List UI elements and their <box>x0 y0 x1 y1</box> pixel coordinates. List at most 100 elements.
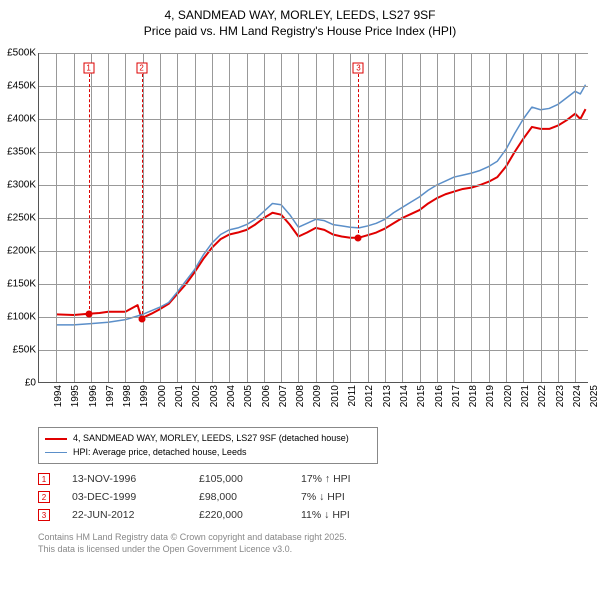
gridline-v <box>575 53 576 382</box>
x-tick-label: 1995 <box>70 385 81 407</box>
legend-swatch <box>45 438 67 440</box>
gridline-v <box>489 53 490 382</box>
sale-dot <box>85 310 92 317</box>
x-tick-label: 2024 <box>572 385 583 407</box>
y-tick-label: £300K <box>7 180 36 191</box>
sale-price: £220,000 <box>199 509 279 521</box>
gridline-v <box>195 53 196 382</box>
gridline-v <box>420 53 421 382</box>
gridline-v <box>143 53 144 382</box>
x-tick-label: 1998 <box>122 385 133 407</box>
footnote-line-2: This data is licensed under the Open Gov… <box>38 544 600 556</box>
sale-dashed-line <box>89 74 90 314</box>
sales-row: 2 03-DEC-1999 £98,000 7% ↓ HPI <box>38 488 600 506</box>
x-tick-label: 2013 <box>382 385 393 407</box>
gridline-v <box>91 53 92 382</box>
sale-marker-inline: 2 <box>38 491 50 503</box>
y-tick-label: £100K <box>7 312 36 323</box>
sales-row: 113-NOV-1996£105,00017% ↑ HPI <box>38 470 600 488</box>
x-tick-label: 2017 <box>451 385 462 407</box>
sale-dot <box>355 234 362 241</box>
y-tick-label: £150K <box>7 279 36 290</box>
x-tick-label: 2004 <box>226 385 237 407</box>
sale-marker: 3 <box>353 63 364 74</box>
x-tick-label: 2015 <box>416 385 427 407</box>
x-tick-label: 1997 <box>105 385 116 407</box>
sale-price: £105,000 <box>199 473 279 485</box>
sale-hpi: 17% ↑ HPI <box>301 473 386 485</box>
gridline-v <box>212 53 213 382</box>
gridline-v <box>454 53 455 382</box>
x-tick-label: 2021 <box>520 385 531 407</box>
x-tick-label: 2019 <box>486 385 497 407</box>
gridline-v <box>385 53 386 382</box>
title-line-1: 4, SANDMEAD WAY, MORLEY, LEEDS, LS27 9SF <box>10 8 590 24</box>
x-tick-label: 2023 <box>555 385 566 407</box>
y-tick-label: £450K <box>7 81 36 92</box>
legend-label: HPI: Average price, detached house, Leed… <box>73 446 246 460</box>
title-line-2: Price paid vs. HM Land Registry's House … <box>10 24 590 40</box>
gridline-v <box>350 53 351 382</box>
legend-row: HPI: Average price, detached house, Leed… <box>45 446 371 460</box>
y-tick-label: £0 <box>25 378 36 389</box>
gridline-v <box>281 53 282 382</box>
gridline-v <box>264 53 265 382</box>
gridline-v <box>160 53 161 382</box>
gridline-v <box>506 53 507 382</box>
x-tick-label: 2010 <box>330 385 341 407</box>
gridline-v <box>247 53 248 382</box>
x-tick-label: 1999 <box>140 385 151 407</box>
gridline-v <box>402 53 403 382</box>
x-tick-label: 2022 <box>537 385 548 407</box>
legend-row: 4, SANDMEAD WAY, MORLEY, LEEDS, LS27 9SF… <box>45 432 371 446</box>
sale-date: 03-DEC-1999 <box>72 491 177 503</box>
gridline-v <box>56 53 57 382</box>
x-tick-label: 2020 <box>503 385 514 407</box>
sale-dashed-line <box>358 74 359 238</box>
x-tick-label: 2000 <box>157 385 168 407</box>
gridline-v <box>177 53 178 382</box>
legend-swatch <box>45 452 67 453</box>
gridline-v <box>125 53 126 382</box>
x-tick-label: 2006 <box>261 385 272 407</box>
x-tick-label: 2008 <box>295 385 306 407</box>
x-tick-label: 2025 <box>589 385 600 407</box>
sale-marker: 2 <box>136 63 147 74</box>
legend: 4, SANDMEAD WAY, MORLEY, LEEDS, LS27 9SF… <box>38 427 378 464</box>
x-tick-label: 2009 <box>313 385 324 407</box>
sale-dashed-line <box>142 74 143 318</box>
sale-marker: 1 <box>83 63 94 74</box>
x-tick-label: 2014 <box>399 385 410 407</box>
sale-price: £98,000 <box>199 491 279 503</box>
x-tick-label: 2011 <box>347 385 358 407</box>
sale-marker-inline: 3 <box>38 509 50 521</box>
gridline-v <box>558 53 559 382</box>
gridline-v <box>108 53 109 382</box>
y-tick-label: £50K <box>13 345 36 356</box>
y-tick-label: £200K <box>7 246 36 257</box>
x-tick-label: 1996 <box>88 385 99 407</box>
x-tick-label: 2018 <box>468 385 479 407</box>
footnote: Contains HM Land Registry data © Crown c… <box>38 532 600 555</box>
sale-hpi: 11% ↓ HPI <box>301 509 386 521</box>
footnote-line-1: Contains HM Land Registry data © Crown c… <box>38 532 600 544</box>
y-tick-label: £500K <box>7 48 36 59</box>
sale-dot <box>138 315 145 322</box>
sale-date: 22-JUN-2012 <box>72 509 177 521</box>
sale-hpi: 7% ↓ HPI <box>301 491 386 503</box>
gridline-v <box>74 53 75 382</box>
y-tick-label: £350K <box>7 147 36 158</box>
x-tick-label: 2007 <box>278 385 289 407</box>
x-tick-label: 2002 <box>191 385 202 407</box>
gridline-v <box>333 53 334 382</box>
x-tick-label: 2012 <box>364 385 375 407</box>
legend-label: 4, SANDMEAD WAY, MORLEY, LEEDS, LS27 9SF… <box>73 432 349 446</box>
gridline-v <box>316 53 317 382</box>
gridline-v <box>437 53 438 382</box>
plot-box: 1 2 3 <box>38 53 588 383</box>
y-tick-label: £250K <box>7 213 36 224</box>
chart-title: 4, SANDMEAD WAY, MORLEY, LEEDS, LS27 9SF… <box>0 0 600 43</box>
x-tick-label: 2005 <box>243 385 254 407</box>
sales-row: 3 22-JUN-2012 £220,000 11% ↓ HPI <box>38 506 600 524</box>
gridline-v <box>541 53 542 382</box>
